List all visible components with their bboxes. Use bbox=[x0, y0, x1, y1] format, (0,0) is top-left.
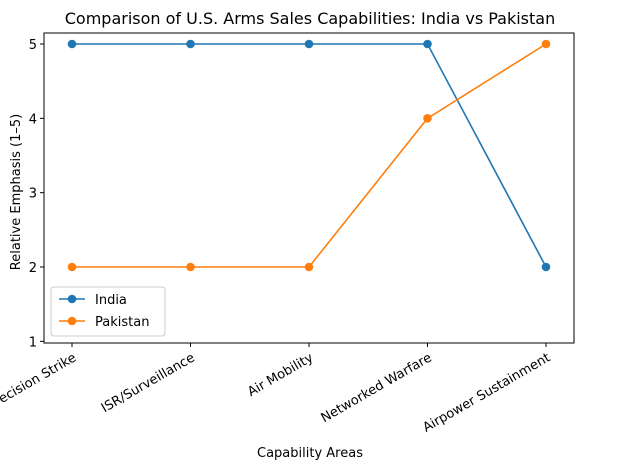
data-point-pakistan bbox=[186, 262, 195, 272]
data-point-pakistan bbox=[423, 114, 432, 123]
series-line-pakistan bbox=[72, 43, 547, 268]
x-tick-label: Airpower Sustainment bbox=[420, 350, 553, 435]
plot-area: 1 2 3 4 5 Precision Strike ISR/Surveillance Air… bbox=[0, 32, 575, 436]
y-tick-label: 4 bbox=[29, 112, 37, 127]
data-point-india bbox=[304, 39, 314, 49]
x-tick-label: Air Mobility bbox=[245, 350, 316, 400]
legend-marker-india bbox=[67, 294, 77, 304]
x-tick-label: Precision Strike bbox=[0, 350, 79, 413]
data-point-india bbox=[423, 39, 432, 49]
y-tick-label: 3 bbox=[29, 187, 37, 202]
legend-label-india: India bbox=[95, 293, 127, 308]
data-point-india bbox=[541, 262, 551, 272]
legend-marker-pakistan bbox=[67, 316, 77, 326]
y-tick-label: 2 bbox=[29, 261, 37, 276]
x-tick-label: ISR/Surveillance bbox=[99, 350, 198, 416]
chart-title: Comparison of U.S. Arms Sales Capabiliti… bbox=[65, 9, 555, 28]
legend: India Pakistan bbox=[50, 286, 166, 337]
y-axis-label: Relative Emphasis (1–5) bbox=[9, 114, 24, 270]
y-tick-label: 1 bbox=[29, 335, 37, 350]
x-axis-label: Capability Areas bbox=[257, 446, 363, 461]
data-point-pakistan bbox=[541, 39, 551, 49]
y-tick-label: 5 bbox=[29, 38, 37, 53]
data-point-india bbox=[186, 39, 195, 49]
data-point-pakistan bbox=[304, 262, 314, 272]
x-tick-label: Networked Warfare bbox=[319, 350, 435, 426]
data-point-pakistan bbox=[67, 262, 77, 272]
data-point-india bbox=[67, 39, 77, 49]
series-line-india bbox=[72, 43, 547, 268]
legend-label-pakistan: Pakistan bbox=[95, 315, 149, 330]
